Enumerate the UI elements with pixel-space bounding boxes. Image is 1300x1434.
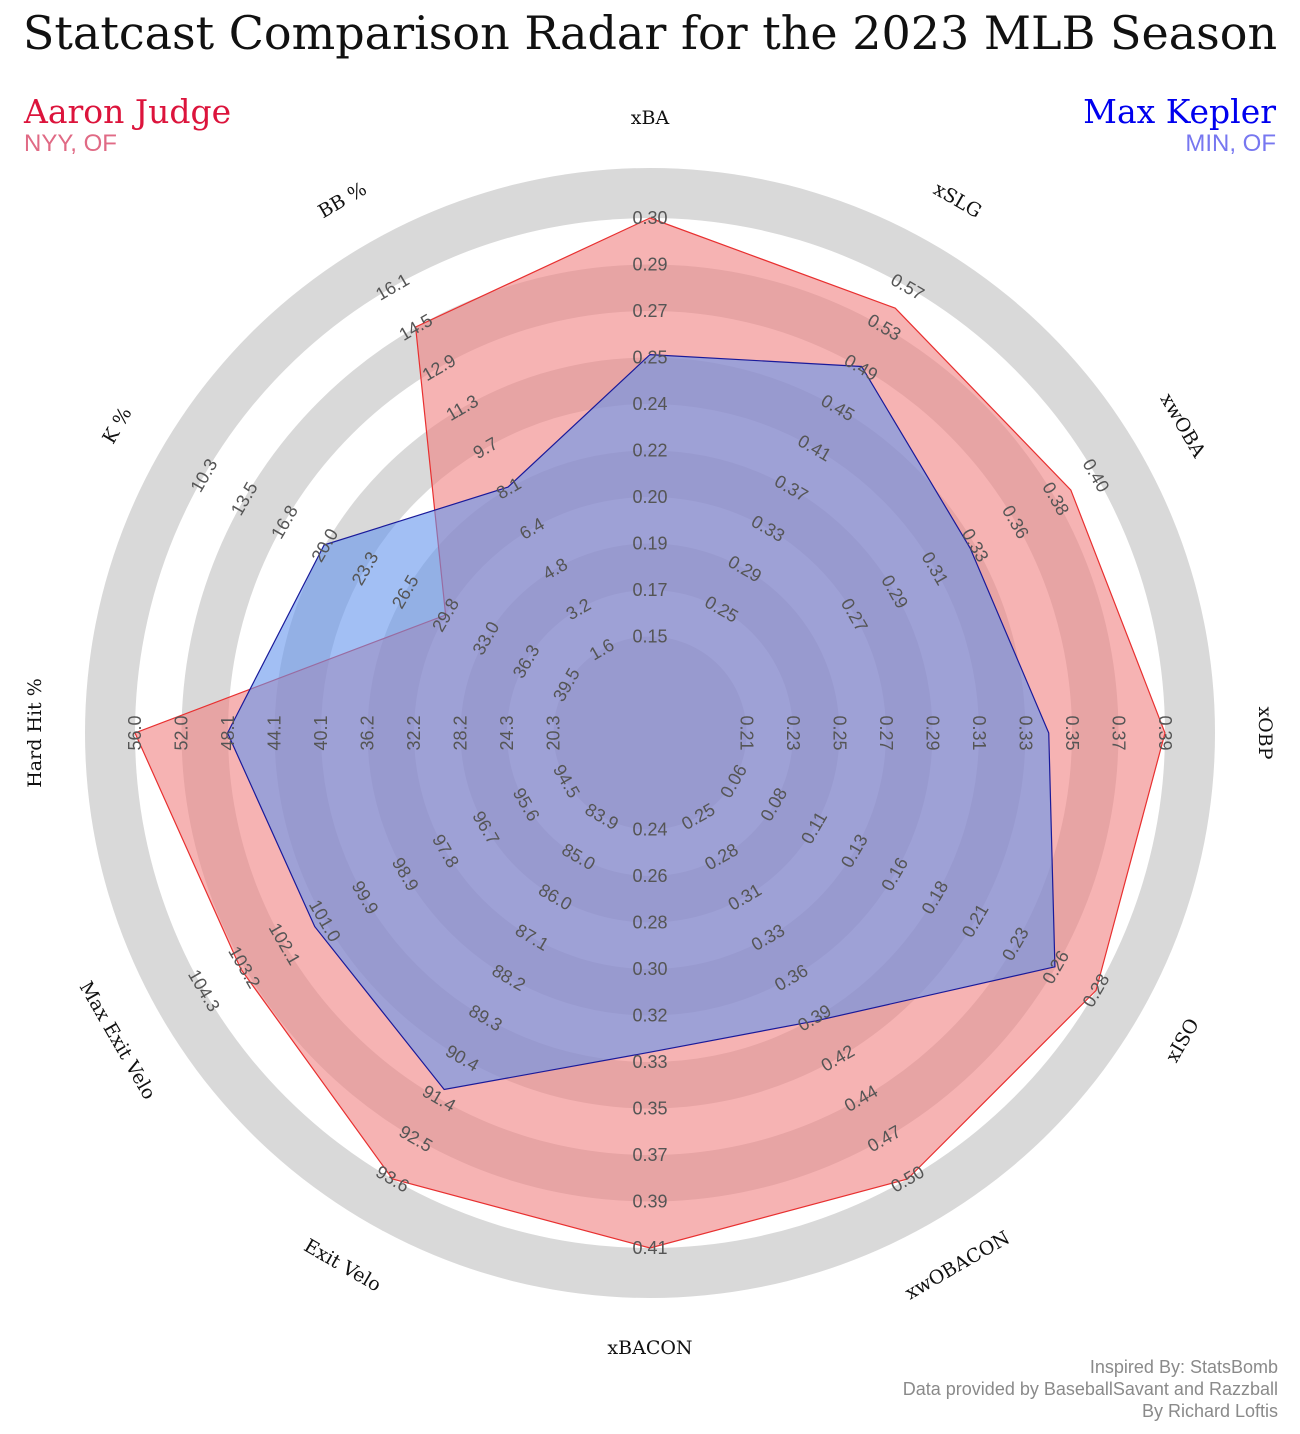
credit-line: By Richard Loftis (1141, 1401, 1278, 1421)
tick-label: 40.1 (311, 715, 331, 750)
axis-label: xBA (631, 107, 670, 129)
tick-label: 0.22 (632, 441, 667, 461)
tick-label: 0.24 (632, 394, 667, 414)
tick-label: 0.33 (1016, 715, 1036, 750)
axis-label: xOBP (1254, 706, 1276, 759)
tick-label: 32.2 (404, 715, 424, 750)
tick-label: 0.41 (632, 1238, 667, 1258)
axis-label: Hard Hit % (24, 678, 46, 788)
player-left-team: NYY, OF (24, 130, 117, 157)
tick-label: 0.32 (632, 1006, 667, 1026)
tick-label: 0.15 (632, 627, 667, 647)
chart-title: Statcast Comparison Radar for the 2023 M… (22, 6, 1278, 60)
tick-label: 0.17 (632, 580, 667, 600)
tick-label: 0.28 (632, 913, 667, 933)
tick-label: 24.3 (497, 715, 517, 750)
tick-label: 44.1 (265, 715, 285, 750)
tick-label: 48.1 (218, 715, 238, 750)
axis-label: Max Exit Velo (75, 978, 160, 1104)
tick-label: 0.24 (632, 820, 667, 840)
tick-label: 0.29 (923, 715, 943, 750)
credits: Inspired By: StatsBomb Data provided by … (903, 1356, 1278, 1422)
credit-line: Data provided by BaseballSavant and Razz… (902, 1379, 1278, 1399)
tick-label: 52.0 (172, 715, 192, 750)
tick-label: 0.37 (1109, 715, 1129, 750)
axis-label: Exit Velo (300, 1235, 385, 1297)
player-right-team: MIN, OF (1185, 130, 1276, 157)
tick-label: 36.2 (358, 715, 378, 750)
axis-label: xISO (1161, 1015, 1203, 1067)
tick-label: 0.19 (632, 534, 667, 554)
axis-label: xwOBA (1156, 390, 1210, 462)
tick-label: 0.37 (632, 1145, 667, 1165)
tick-label: 0.23 (783, 715, 803, 750)
axis-label: K % (98, 403, 136, 447)
credit-line: Inspired By: StatsBomb (1089, 1357, 1278, 1377)
tick-label: 0.25 (632, 348, 667, 368)
tick-label: 0.25 (830, 715, 850, 750)
tick-label: 0.29 (632, 255, 667, 275)
tick-label: 56.0 (125, 715, 145, 750)
tick-label: 28.2 (451, 715, 471, 750)
axis-label: xBACON (607, 1337, 692, 1359)
series-polygon-kepler (226, 353, 1056, 1091)
player-left-name: Aaron Judge (24, 92, 232, 131)
player-right-name: Max Kepler (1083, 92, 1276, 131)
tick-label: 20.3 (544, 715, 564, 750)
tick-label: 0.27 (876, 715, 896, 750)
tick-label: 0.39 (1155, 715, 1175, 750)
tick-label: 0.27 (632, 301, 667, 321)
tick-label: 0.35 (632, 1099, 667, 1119)
tick-label: 0.30 (632, 208, 667, 228)
tick-label: 0.21 (737, 715, 757, 750)
tick-label: 0.33 (632, 1052, 667, 1072)
tick-label: 0.26 (632, 866, 667, 886)
axis-label: xwOBACON (901, 1227, 1013, 1305)
tick-label: 0.30 (632, 959, 667, 979)
tick-label: 0.35 (1062, 715, 1082, 750)
axis-label: xSLG (930, 178, 986, 223)
tick-label: 0.20 (632, 487, 667, 507)
tick-label: 0.39 (632, 1192, 667, 1212)
tick-label: 0.31 (969, 715, 989, 750)
axis-label: BB % (314, 178, 370, 223)
